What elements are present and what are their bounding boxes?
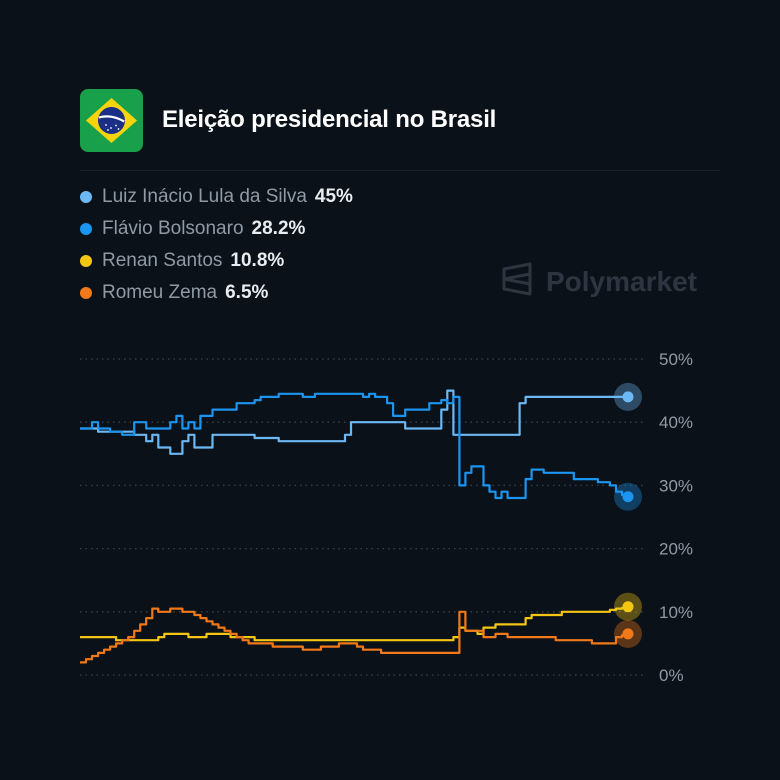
legend-dot xyxy=(80,287,92,299)
end-marker-dot xyxy=(622,391,634,403)
legend-label: Flávio Bolsonaro xyxy=(102,218,244,239)
chart-series xyxy=(80,389,630,664)
legend-value: 28.2% xyxy=(251,218,306,239)
legend-value: 6.5% xyxy=(225,282,269,303)
chart-legend: Luiz Inácio Lula da Silva 45% Flávio Bol… xyxy=(80,181,353,309)
y-tick-label: 50% xyxy=(659,350,693,369)
polymarket-brand: Polymarket xyxy=(500,262,697,301)
series-line xyxy=(80,607,630,664)
brand-name: Polymarket xyxy=(546,265,697,297)
legend-label: Renan Santos xyxy=(102,250,223,271)
legend-label: Luiz Inácio Lula da Silva xyxy=(102,186,307,207)
end-marker-dot xyxy=(622,601,634,613)
polymarket-logo-icon xyxy=(500,262,534,301)
legend-label: Romeu Zema xyxy=(102,282,218,303)
legend-dot xyxy=(80,191,92,203)
legend-dot xyxy=(80,223,92,235)
series-line xyxy=(80,392,630,500)
series-line xyxy=(80,389,628,455)
y-tick-label: 40% xyxy=(659,413,693,432)
legend-item-lula: Luiz Inácio Lula da Silva 45% xyxy=(80,181,353,213)
end-marker-dot xyxy=(622,491,634,503)
chart-end-markers xyxy=(614,382,642,648)
brazil-flag-icon xyxy=(80,88,143,152)
legend-item-romeu: Romeu Zema 6.5% xyxy=(80,277,353,309)
legend-dot xyxy=(80,255,92,267)
legend-value: 45% xyxy=(314,186,353,207)
legend-item-flavio: Flávio Bolsonaro 28.2% xyxy=(80,213,353,245)
series-line xyxy=(80,606,630,642)
y-tick-label: 20% xyxy=(659,540,693,559)
legend-item-renan: Renan Santos 10.8% xyxy=(80,245,353,277)
legend-value: 10.8% xyxy=(230,250,285,271)
page-title: Eleição presidencial no Brasil xyxy=(162,106,497,133)
header-divider xyxy=(80,170,720,171)
y-tick-label: 0% xyxy=(659,666,684,685)
y-tick-label: 10% xyxy=(659,603,693,622)
chart-header: Eleição presidencial no Brasil xyxy=(80,88,496,152)
y-tick-label: 30% xyxy=(659,476,693,495)
end-marker-dot xyxy=(622,628,634,640)
